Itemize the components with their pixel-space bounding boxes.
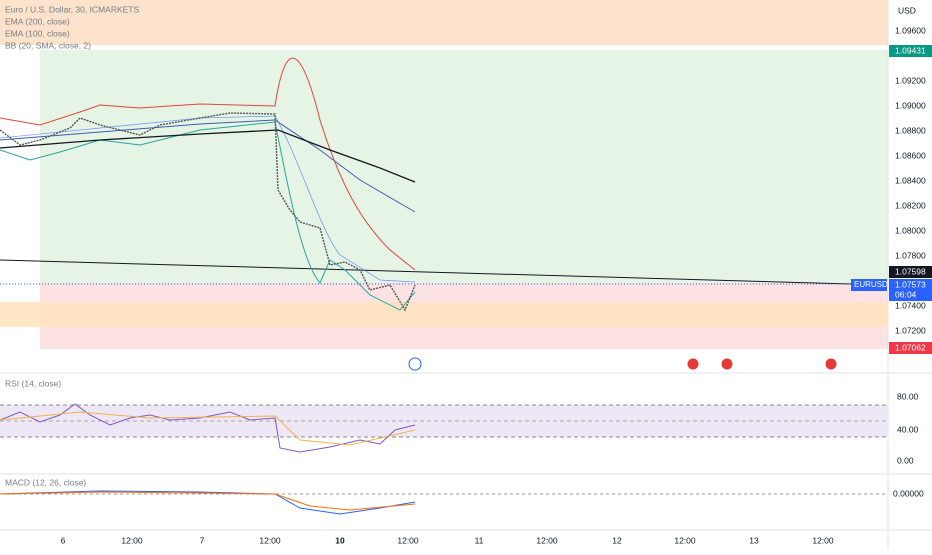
trend-line — [0, 259, 889, 286]
time-label: 12:00 — [674, 535, 696, 545]
time-label: 12:00 — [397, 535, 419, 545]
rsi-label: 80.00 — [897, 391, 919, 401]
bb-upper — [0, 57, 416, 271]
symbol-title: Euro / U.S. Dollar, 30, ICMARKETS — [5, 4, 139, 14]
signal-line — [0, 491, 416, 511]
ema-200 — [0, 129, 416, 183]
price-label: 1.09000 — [895, 100, 926, 110]
price-label: 1.09200 — [895, 75, 926, 85]
countdown: 06:04 — [895, 289, 917, 299]
event-icon[interactable] — [408, 357, 422, 371]
price-label: 1.07800 — [895, 250, 926, 260]
rsi-ma — [0, 411, 416, 446]
profit-zone — [40, 50, 888, 283]
price-label: 1.08800 — [895, 125, 926, 135]
price-label: 1.08400 — [895, 175, 926, 185]
bb-lower — [0, 121, 416, 311]
rsi-title[interactable]: RSI (14, close) — [5, 378, 61, 388]
flag-icon[interactable] — [824, 357, 838, 371]
support-zone — [0, 302, 888, 327]
macd-label: 0.00000 — [893, 488, 924, 498]
stop-tag — [889, 342, 932, 354]
last-tag — [889, 279, 932, 301]
time-label: 7 — [200, 535, 205, 545]
time-label: 6 — [61, 535, 66, 545]
indicator[interactable]: BB (20, SMA, close, 2) — [5, 40, 91, 50]
time-axis: 6 12:00 7 12:00 10 12:00 11 12:00 12 12:00 13 12:00 — [61, 535, 834, 545]
price-label: 1.07400 — [895, 300, 926, 310]
last-price: 1.07573 — [895, 279, 926, 289]
time-label: 12:00 — [121, 535, 143, 545]
time-label: 12:00 — [259, 535, 281, 545]
price-label: 1.07200 — [895, 325, 926, 335]
flag-icon[interactable] — [720, 357, 734, 371]
rsi-line — [0, 403, 416, 453]
price-label: 1.09600 — [895, 25, 926, 35]
ema-tag — [889, 266, 932, 278]
macd-title[interactable]: MACD (12, 26, close) — [5, 477, 86, 487]
time-label: 13 — [749, 535, 759, 545]
symbol-tag — [851, 279, 887, 291]
target-price: 1.09431 — [895, 45, 926, 55]
symbol: EURUSD — [854, 280, 888, 289]
target-tag — [889, 45, 932, 57]
rsi-label: 0.00 — [897, 455, 914, 465]
stop-price: 1.07062 — [895, 342, 926, 352]
legend: Euro / U.S. Dollar, 30, ICMARKETS EMA (2… — [5, 4, 139, 487]
time-label: 12:00 — [536, 535, 558, 545]
rsi-label: 40.00 — [897, 424, 919, 434]
flag-icon[interactable] — [686, 357, 700, 371]
price-axis: USD 1.09600 1.09200 1.09000 1.08800 1.08… — [851, 5, 932, 498]
time-label: 12 — [612, 535, 622, 545]
indicator[interactable]: EMA (100, close) — [5, 28, 70, 38]
time-label: 10 — [335, 535, 345, 545]
indicator[interactable]: EMA (200, close) — [5, 16, 70, 26]
price-candles — [0, 112, 416, 312]
time-label: 12:00 — [812, 535, 834, 545]
ema-price: 1.07598 — [895, 266, 926, 276]
time-label: 11 — [475, 535, 484, 545]
price-label: 1.08600 — [895, 150, 926, 160]
currency[interactable]: USD — [898, 5, 916, 15]
macd-line — [0, 490, 416, 515]
sell-zone — [0, 0, 888, 45]
price-label: 1.08200 — [895, 200, 926, 210]
price-label: 1.08000 — [895, 225, 926, 235]
